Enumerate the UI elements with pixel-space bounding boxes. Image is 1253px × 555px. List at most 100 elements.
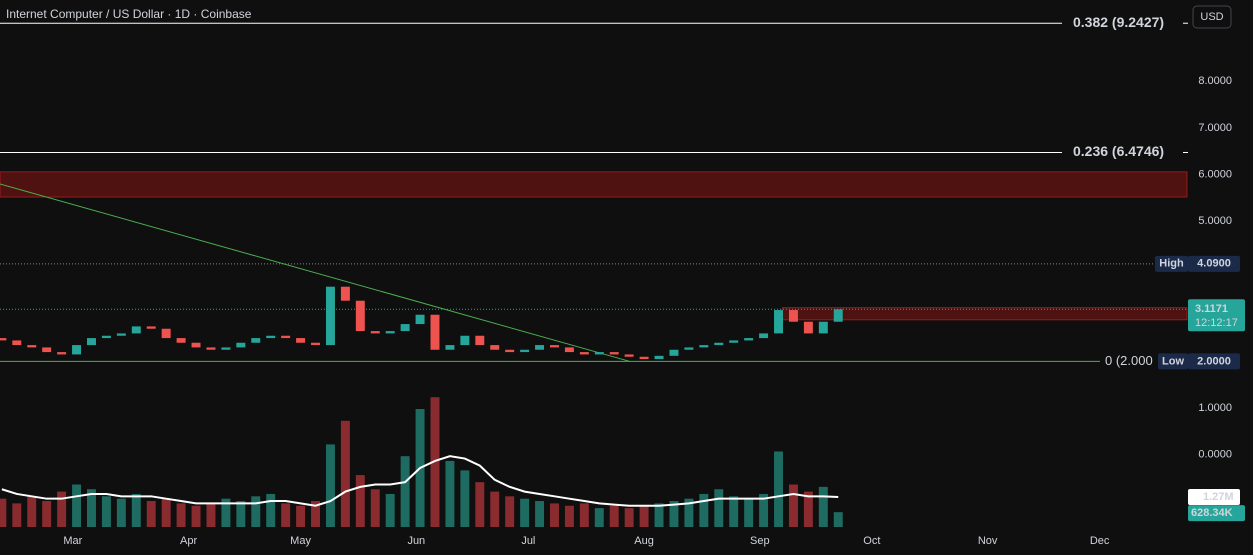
candle-body [684,347,694,350]
volume-bar [206,503,216,527]
x-tick-label: Nov [978,535,998,547]
high-value: 4.0900 [1197,258,1231,270]
candle-body [520,349,530,353]
x-tick-label: Jun [407,535,425,547]
volume-ma-box [1188,489,1240,506]
low-value-box [1188,353,1240,370]
currency-button[interactable] [1192,5,1232,29]
volume-bar [594,508,604,527]
candle-body [42,347,52,353]
volume-bar [131,493,141,527]
volume-label: 628.34K [1191,507,1233,519]
candle-body [400,324,410,332]
volume-bar [370,489,380,527]
x-tick-label: Oct [863,535,880,547]
high-label: High [1159,258,1184,270]
high-label-box [1155,255,1188,272]
candle-body [564,347,574,353]
candle-body [131,326,141,334]
volume-bar [788,484,798,527]
fib-label: 0.382 (9.2427) [1073,14,1164,30]
volume-ma [1,455,839,507]
volume-bar [355,475,365,527]
volume-bar [744,498,754,527]
chart-title: Internet Computer / US Dollar · 1D · Coi… [6,7,252,21]
last-value: 3.1171 [1195,303,1228,315]
candle-body [460,335,470,346]
volume-bar [340,420,350,527]
volume-bar [714,489,724,527]
candle-body [624,354,634,357]
high-value-box [1188,255,1240,272]
candle-body [803,321,813,334]
y-tick-label: 6.0000 [1198,169,1232,181]
volume-bar [251,496,261,527]
candle-body [101,335,111,339]
candle-body [445,345,455,350]
candle-body [744,338,754,341]
volume-bar [116,498,126,527]
candle-body [146,326,156,329]
candle-body [161,328,171,339]
volume-bar [460,470,470,527]
candle-body [296,338,306,343]
candle-body [221,347,231,350]
volume-bar [550,503,559,527]
volume-bar [609,505,619,527]
candle-body [729,340,739,343]
volume-bar [72,484,82,527]
candle-body [325,286,335,346]
volume-bar [266,493,276,527]
candle-body [266,335,276,339]
candle-body [370,331,380,334]
volume-bar [281,503,291,527]
candle-body [191,342,201,348]
low-label: Low [1162,355,1184,367]
volume-bar [236,501,246,527]
candle-body [579,352,589,355]
volume-bar [579,503,589,527]
x-tick-label: Dec [1090,535,1110,547]
candle-body [385,331,395,334]
candle-body [490,345,500,350]
candle-body [759,333,769,339]
volume-bar [0,498,7,527]
candle-body [535,345,545,350]
volume-bar [191,505,201,527]
x-tick-label: Mar [63,535,82,547]
x-tick-label: Sep [750,535,770,547]
volume-bar [564,505,574,527]
candle-body [550,345,559,348]
candle-body [774,310,783,334]
candle-body [236,342,246,348]
currency: USD [1200,11,1223,23]
volume-bar [818,486,828,527]
y-tick-label: 8.0000 [1198,75,1232,87]
y-tick-label: 5.0000 [1198,215,1232,227]
volume-bar [146,501,156,527]
candle-body [0,338,7,341]
volume-bar [42,501,52,527]
low-label-box [1158,353,1188,370]
volume-bar [639,505,649,527]
candle-body [206,347,216,350]
volume-bar [400,456,410,527]
candle-body [12,340,22,346]
volume-bar [325,444,335,527]
volume-bar [475,482,485,527]
candle-body [714,342,724,346]
volume-bar [803,491,813,527]
x-tick-label: Jul [521,535,535,547]
candle-body [355,300,365,332]
y-tick-label: 1.0000 [1198,402,1232,414]
countdown: 12:12:17 [1195,317,1238,329]
volume-bar [624,508,634,527]
volume-bar [176,503,186,527]
candle-body [176,338,186,343]
volume-bar [12,503,22,527]
candle-body [609,352,619,355]
volume-bar [385,493,395,527]
candle-body [57,352,67,355]
candle-body [475,335,485,346]
candle-body [818,321,828,334]
